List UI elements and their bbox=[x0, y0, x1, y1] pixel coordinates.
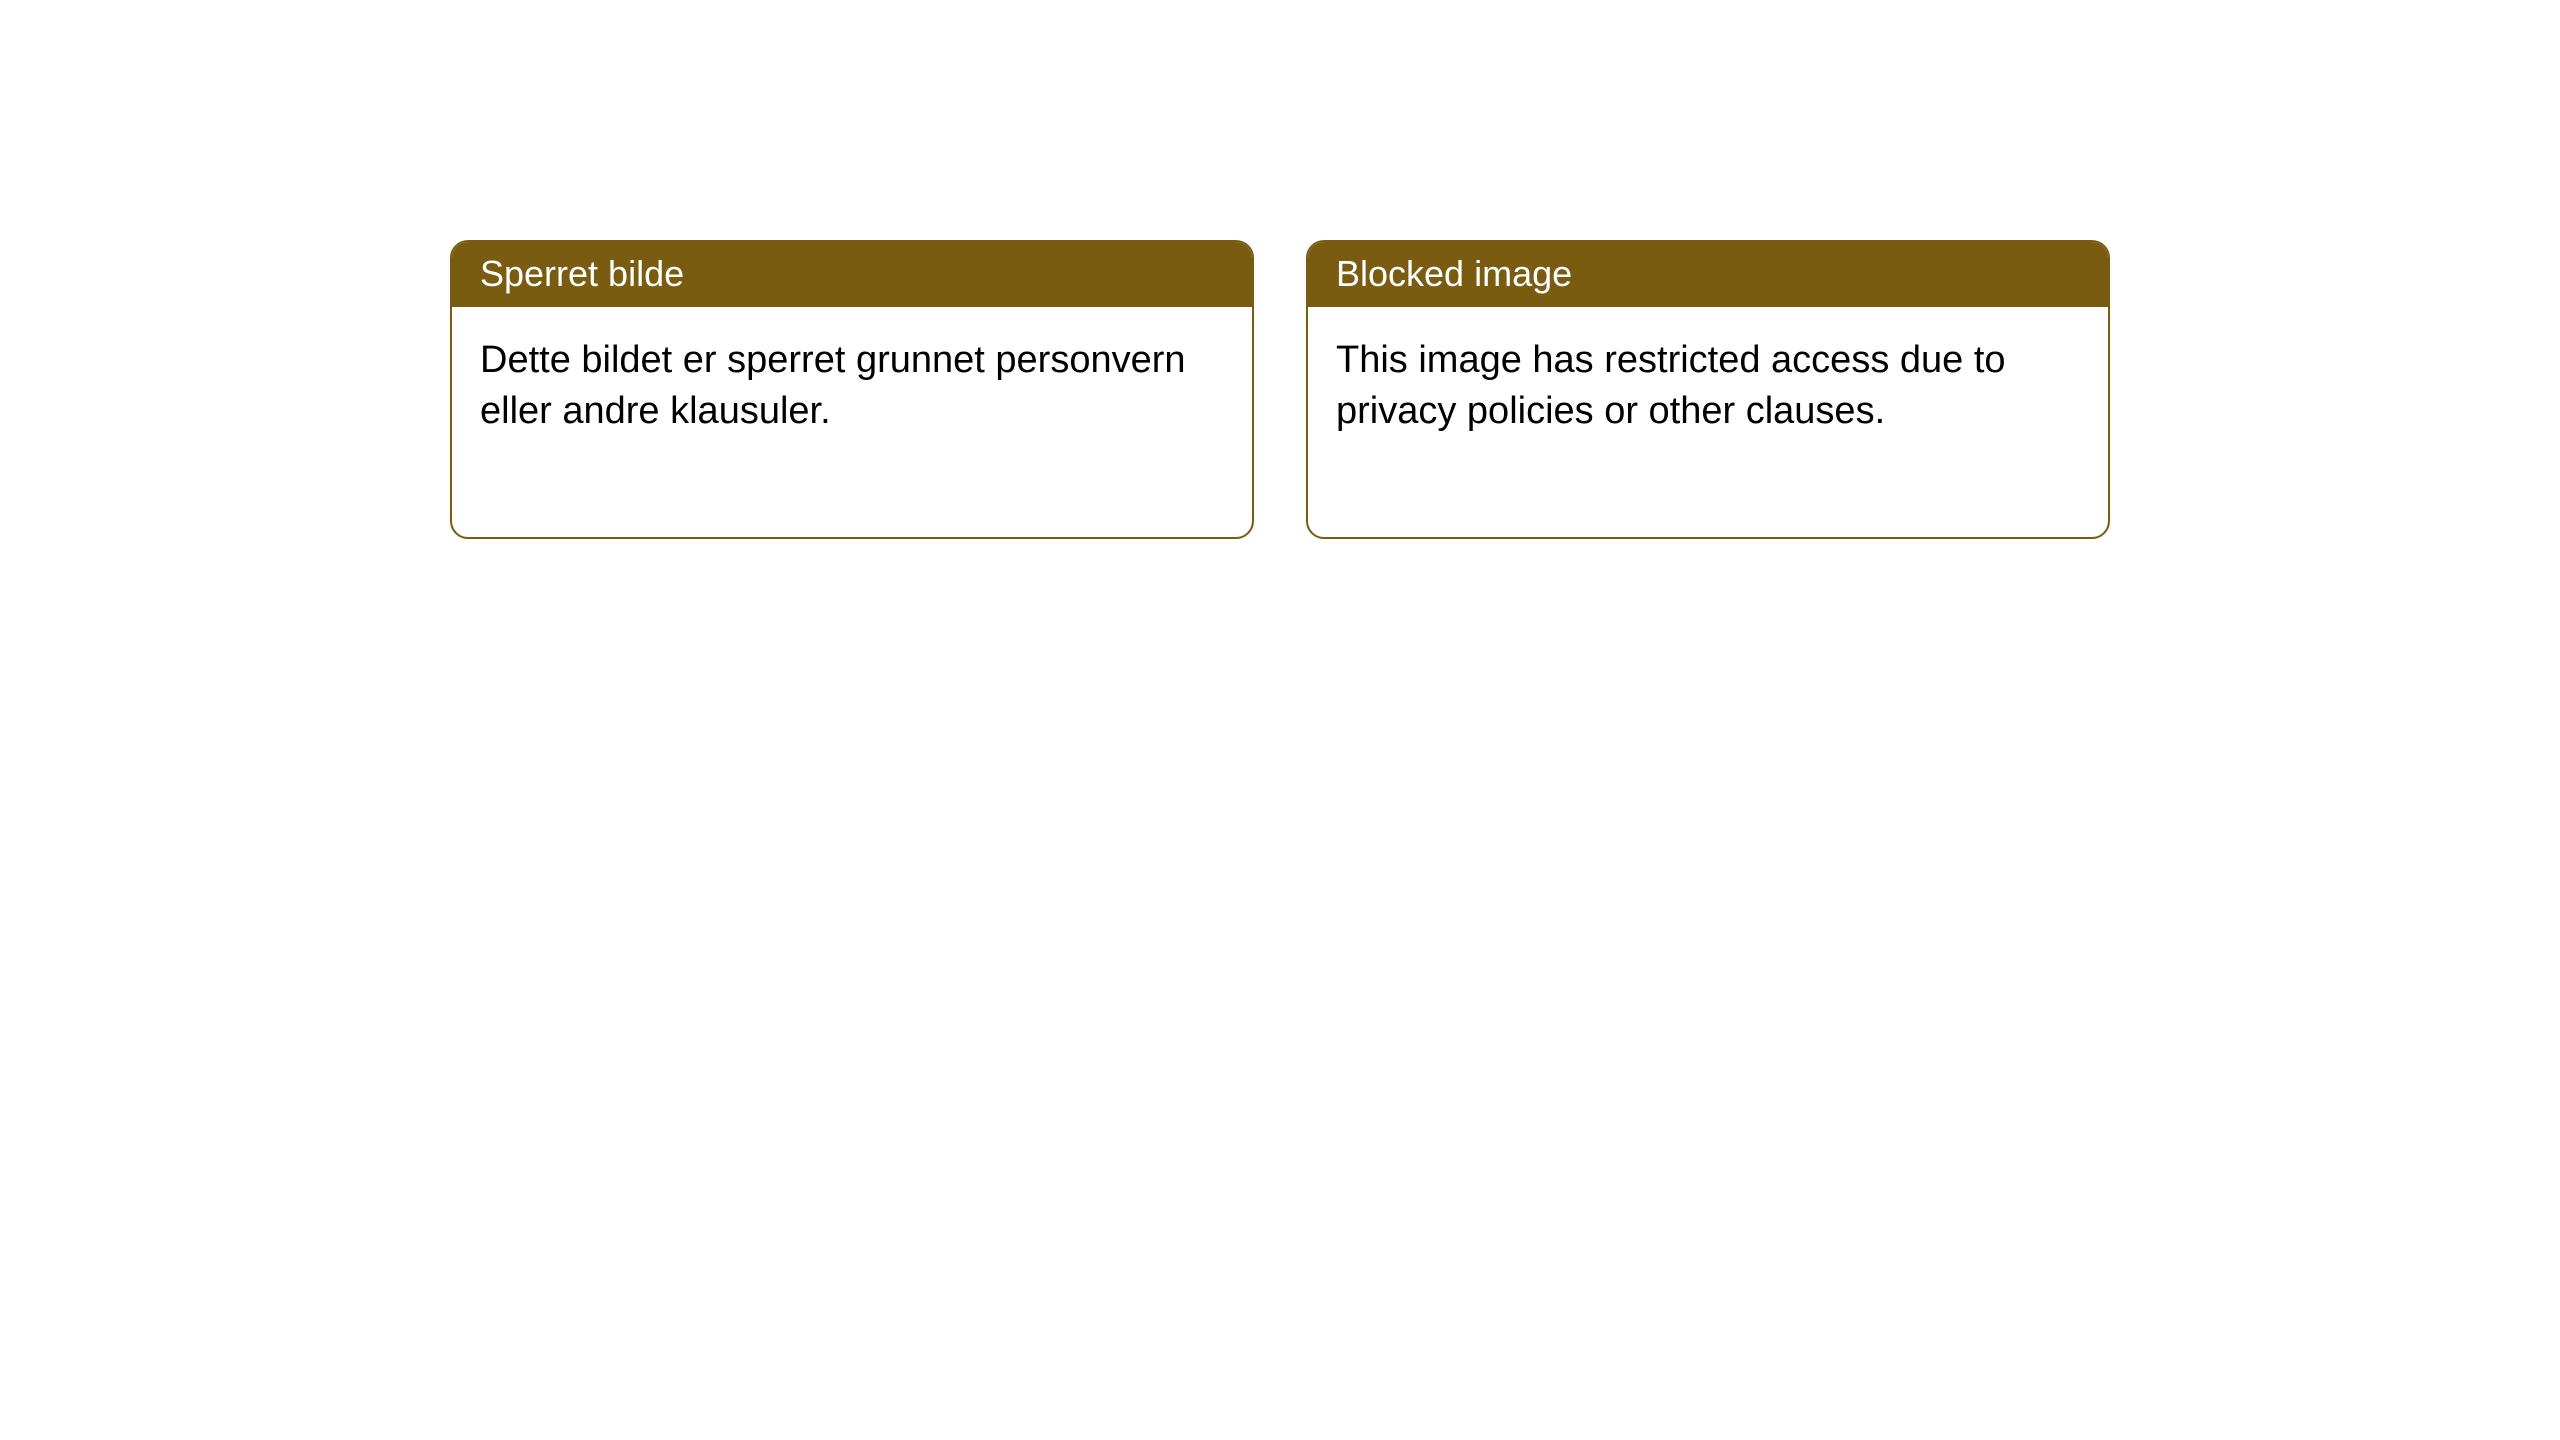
notice-body-norwegian: Dette bildet er sperret grunnet personve… bbox=[452, 307, 1252, 537]
notice-box-english: Blocked image This image has restricted … bbox=[1306, 240, 2110, 539]
notice-body-english: This image has restricted access due to … bbox=[1308, 307, 2108, 537]
notice-header-english: Blocked image bbox=[1308, 242, 2108, 307]
notice-box-norwegian: Sperret bilde Dette bildet er sperret gr… bbox=[450, 240, 1254, 539]
notice-header-norwegian: Sperret bilde bbox=[452, 242, 1252, 307]
notice-container: Sperret bilde Dette bildet er sperret gr… bbox=[450, 240, 2110, 539]
